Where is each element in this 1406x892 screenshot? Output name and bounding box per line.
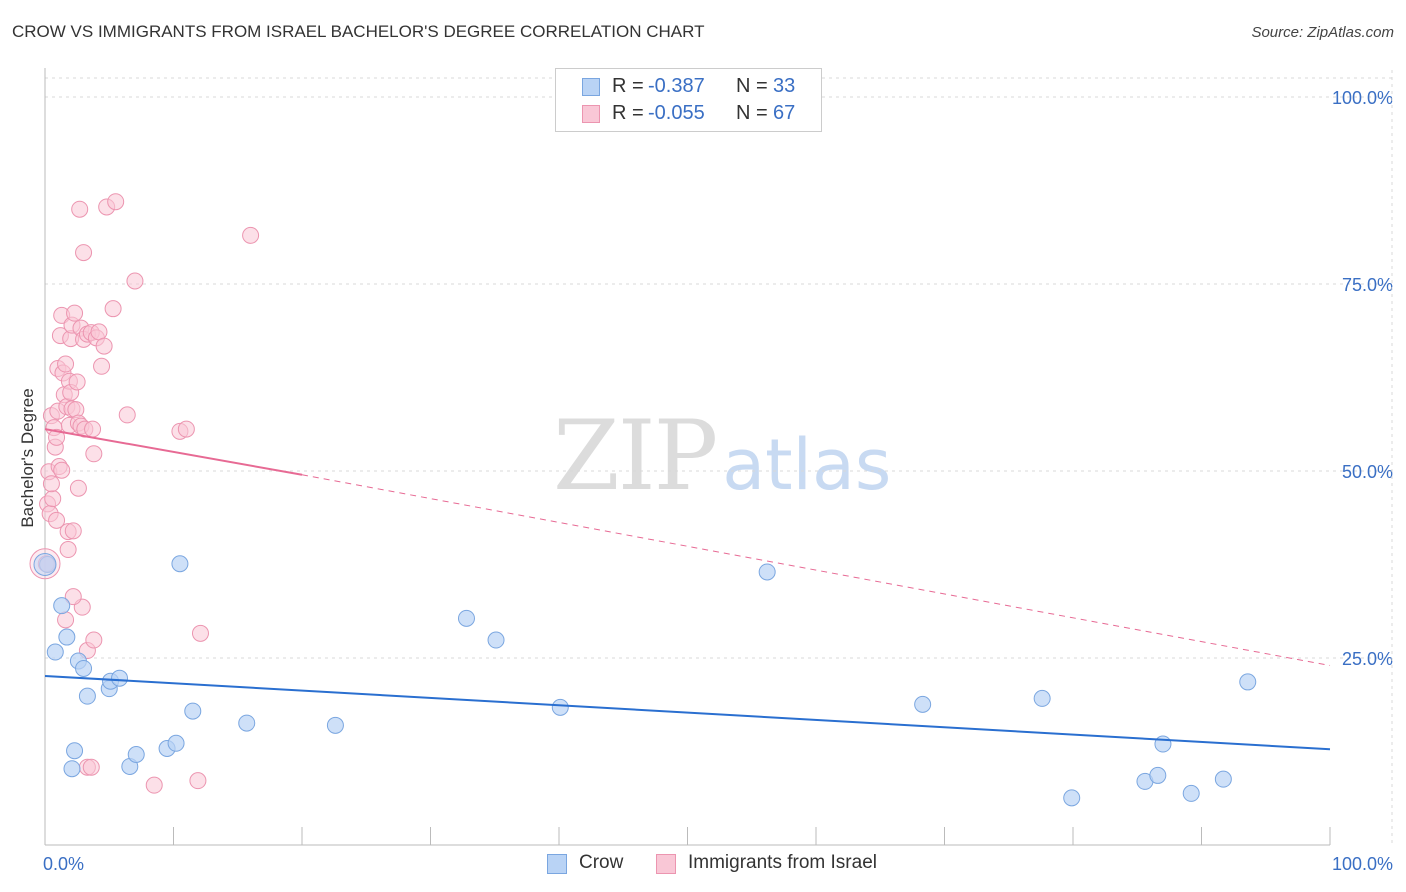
israel-point xyxy=(85,445,103,463)
israel-point xyxy=(177,420,195,438)
source-label: Source: ZipAtlas.com xyxy=(1251,24,1394,41)
crow-point xyxy=(1214,770,1232,788)
israel-point xyxy=(104,300,122,318)
x-tick-label: 0.0% xyxy=(43,854,84,874)
crow-point-large xyxy=(33,553,57,576)
watermark-zip: ZIP xyxy=(553,400,718,512)
x-tick-label: 100.0% xyxy=(1332,854,1393,874)
crow-point xyxy=(58,628,76,646)
israel-point xyxy=(42,475,60,493)
crow-point xyxy=(46,643,64,661)
y-axis-label: Bachelor's Degree xyxy=(18,388,37,527)
crow-legend-swatch xyxy=(547,854,567,874)
crow-point xyxy=(457,609,475,627)
israel-point xyxy=(64,588,82,606)
crow-point xyxy=(127,745,145,763)
israel-trend-line xyxy=(44,428,303,476)
crow-swatch xyxy=(582,78,600,96)
watermark: ZIPatlas xyxy=(553,400,891,512)
israel-n-value: 67 xyxy=(773,102,796,124)
crow-point xyxy=(487,631,505,649)
israel-point xyxy=(64,522,82,540)
crow-legend-label: Crow xyxy=(579,852,624,873)
israel-point xyxy=(66,304,84,322)
crow-r-value: -0.387 xyxy=(648,75,705,97)
israel-point xyxy=(90,323,108,341)
crow-point xyxy=(1182,784,1200,802)
israel-point xyxy=(44,490,62,508)
israel-point xyxy=(95,337,113,355)
crow-point xyxy=(75,659,93,677)
israel-point xyxy=(68,373,86,391)
crow-point xyxy=(1033,689,1051,707)
israel-point xyxy=(85,631,103,649)
y-tick-label: 75.0% xyxy=(1342,275,1393,295)
israel-point xyxy=(59,541,77,559)
crow-point xyxy=(1063,789,1081,807)
crow-point xyxy=(167,734,185,752)
y-tick-label: 100.0% xyxy=(1332,88,1393,108)
crow-point xyxy=(53,597,71,615)
israel-point xyxy=(107,193,125,211)
israel-point xyxy=(75,244,93,262)
crow-point xyxy=(551,698,569,716)
crow-trend-line xyxy=(44,674,1331,751)
crow-point xyxy=(78,687,96,705)
israel-point xyxy=(242,226,260,244)
r-label: R = xyxy=(612,102,644,124)
israel-point xyxy=(145,776,163,794)
crow-point xyxy=(66,742,84,760)
crow-point xyxy=(914,695,932,713)
israel-point xyxy=(57,611,75,629)
israel-point xyxy=(93,357,111,375)
israel-point xyxy=(84,420,102,438)
israel-trend-line-extrapolated xyxy=(301,474,1331,666)
israel-point xyxy=(82,758,100,776)
israel-point xyxy=(48,428,66,446)
crow-n-value: 33 xyxy=(773,75,796,97)
n-label: N = xyxy=(736,75,768,97)
israel-point xyxy=(189,772,207,790)
r-label: R = xyxy=(612,75,644,97)
n-label: N = xyxy=(736,102,768,124)
crow-point xyxy=(1149,766,1167,784)
crow-point xyxy=(171,555,189,573)
israel-point xyxy=(126,272,144,290)
israel-point xyxy=(69,479,87,497)
israel-point xyxy=(57,355,75,373)
y-tick-label: 50.0% xyxy=(1342,462,1393,482)
crow-point xyxy=(758,563,776,581)
chart-title: CROW VS IMMIGRANTS FROM ISRAEL BACHELOR'… xyxy=(12,22,705,41)
israel-legend-swatch xyxy=(656,854,676,874)
israel-legend-label: Immigrants from Israel xyxy=(688,852,877,873)
israel-swatch xyxy=(582,105,600,123)
crow-point xyxy=(238,714,256,732)
israel-point xyxy=(53,461,71,479)
israel-point xyxy=(191,624,209,642)
israel-r-value: -0.055 xyxy=(648,102,705,124)
crow-point xyxy=(63,760,81,778)
israel-point xyxy=(48,511,66,529)
crow-point xyxy=(1239,673,1257,691)
watermark-atlas: atlas xyxy=(722,424,892,506)
crow-point xyxy=(184,702,202,720)
y-tick-label: 25.0% xyxy=(1342,649,1393,669)
crow-point xyxy=(111,669,129,687)
crow-point xyxy=(326,716,344,734)
stats-legend: R = -0.387 N = 33 R = -0.055 N = 67 xyxy=(555,68,822,132)
israel-point xyxy=(118,406,136,424)
israel-point xyxy=(71,200,89,218)
